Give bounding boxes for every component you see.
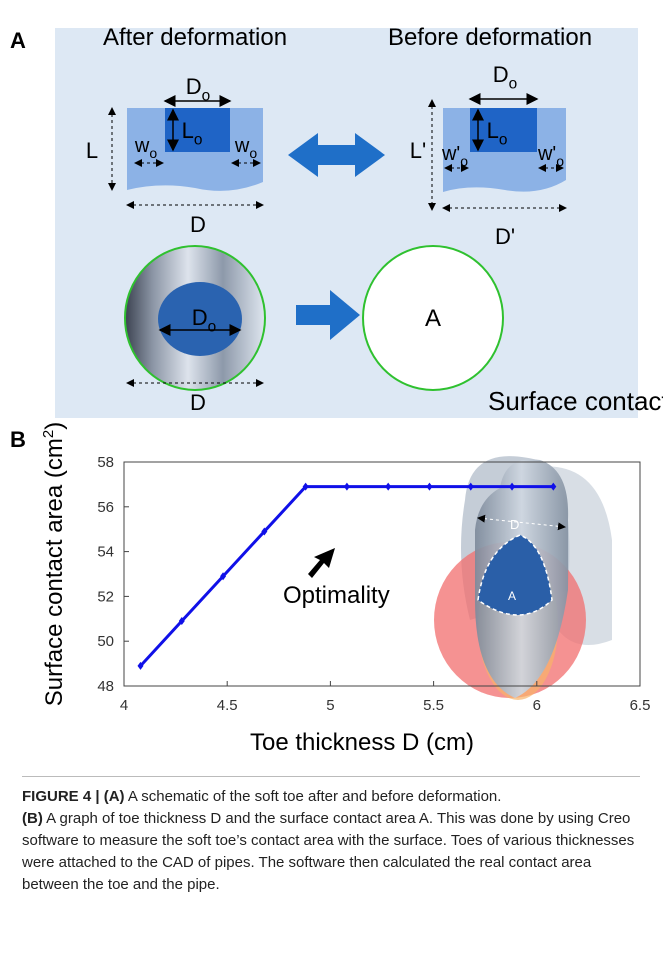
caption-label: FIGURE 4 | (A) xyxy=(22,788,125,805)
y-axis-label-part: 2 xyxy=(40,430,57,438)
caption-label: (B) xyxy=(22,810,43,827)
label-main: w xyxy=(134,135,150,157)
x-axis-label: Toe thickness D (cm) xyxy=(250,729,474,756)
x-tick-label: 5.5 xyxy=(423,697,444,714)
caption-text: A schematic of the soft toe after and be… xyxy=(125,788,502,805)
label-main: L xyxy=(182,118,194,143)
label-main: L xyxy=(487,118,499,143)
y-axis-label: Surface contact area (cm2) xyxy=(40,422,68,706)
dimension-label: D' xyxy=(495,224,515,249)
x-tick-label: 4 xyxy=(120,697,128,714)
label-sub: o xyxy=(499,132,508,149)
label-main: w' xyxy=(537,143,556,165)
heading: Before deformation xyxy=(388,24,592,51)
data-point xyxy=(344,483,350,491)
x-tick-label: 6.5 xyxy=(630,697,651,714)
dimension-label: D xyxy=(190,390,206,415)
y-tick-label: 52 xyxy=(97,588,114,605)
heading: After deformation xyxy=(103,24,287,51)
x-tick-label: 4.5 xyxy=(217,697,238,714)
caption: FIGURE 4 | (A) A schematic of the soft t… xyxy=(22,786,647,896)
data-point xyxy=(385,483,391,491)
y-axis-label-part: ) xyxy=(41,422,68,430)
dimension-label: D xyxy=(190,212,206,237)
label-main: w xyxy=(234,135,250,157)
label-sub: o xyxy=(460,153,468,169)
y-tick-label: 56 xyxy=(97,499,114,516)
panel-label: B xyxy=(10,427,26,452)
dimension-label: A xyxy=(425,305,441,332)
label-main: w' xyxy=(441,143,460,165)
label-main: D xyxy=(192,305,208,330)
contact-caption: Surface contact Area xyxy=(488,386,663,416)
y-tick-label: 58 xyxy=(97,454,114,471)
annotation-arrow xyxy=(308,548,335,578)
label-sub: o xyxy=(509,76,518,93)
dimension-label: L' xyxy=(410,138,426,163)
x-tick-label: 5 xyxy=(326,697,334,714)
panel-label: A xyxy=(10,28,26,53)
figure-graphics: A After deformation Before deformation S… xyxy=(0,0,663,775)
label-sub: o xyxy=(208,319,217,336)
label-sub: o xyxy=(194,132,203,149)
label-sub: o xyxy=(202,88,211,105)
annotation: Optimality xyxy=(283,582,390,609)
dimension-label: L xyxy=(86,138,98,163)
data-point xyxy=(426,483,432,491)
label-sub: o xyxy=(556,153,564,169)
y-tick-label: 50 xyxy=(97,633,114,650)
inset-illustration xyxy=(434,456,612,700)
inset-label: A xyxy=(508,589,516,603)
label-sub: o xyxy=(249,145,257,161)
label-sub: o xyxy=(149,145,157,161)
x-tick-label: 6 xyxy=(533,697,541,714)
inset-label: D xyxy=(510,517,519,532)
figure: A After deformation Before deformation S… xyxy=(0,0,663,962)
caption-text: A graph of toe thickness D and the surfa… xyxy=(22,810,634,893)
y-axis-label-part: Surface contact area (cm xyxy=(41,438,68,706)
label-main: D xyxy=(493,62,509,87)
label-main: D xyxy=(186,74,202,99)
y-tick-label: 48 xyxy=(97,678,114,695)
y-tick-label: 54 xyxy=(97,544,114,561)
separator xyxy=(22,776,640,777)
